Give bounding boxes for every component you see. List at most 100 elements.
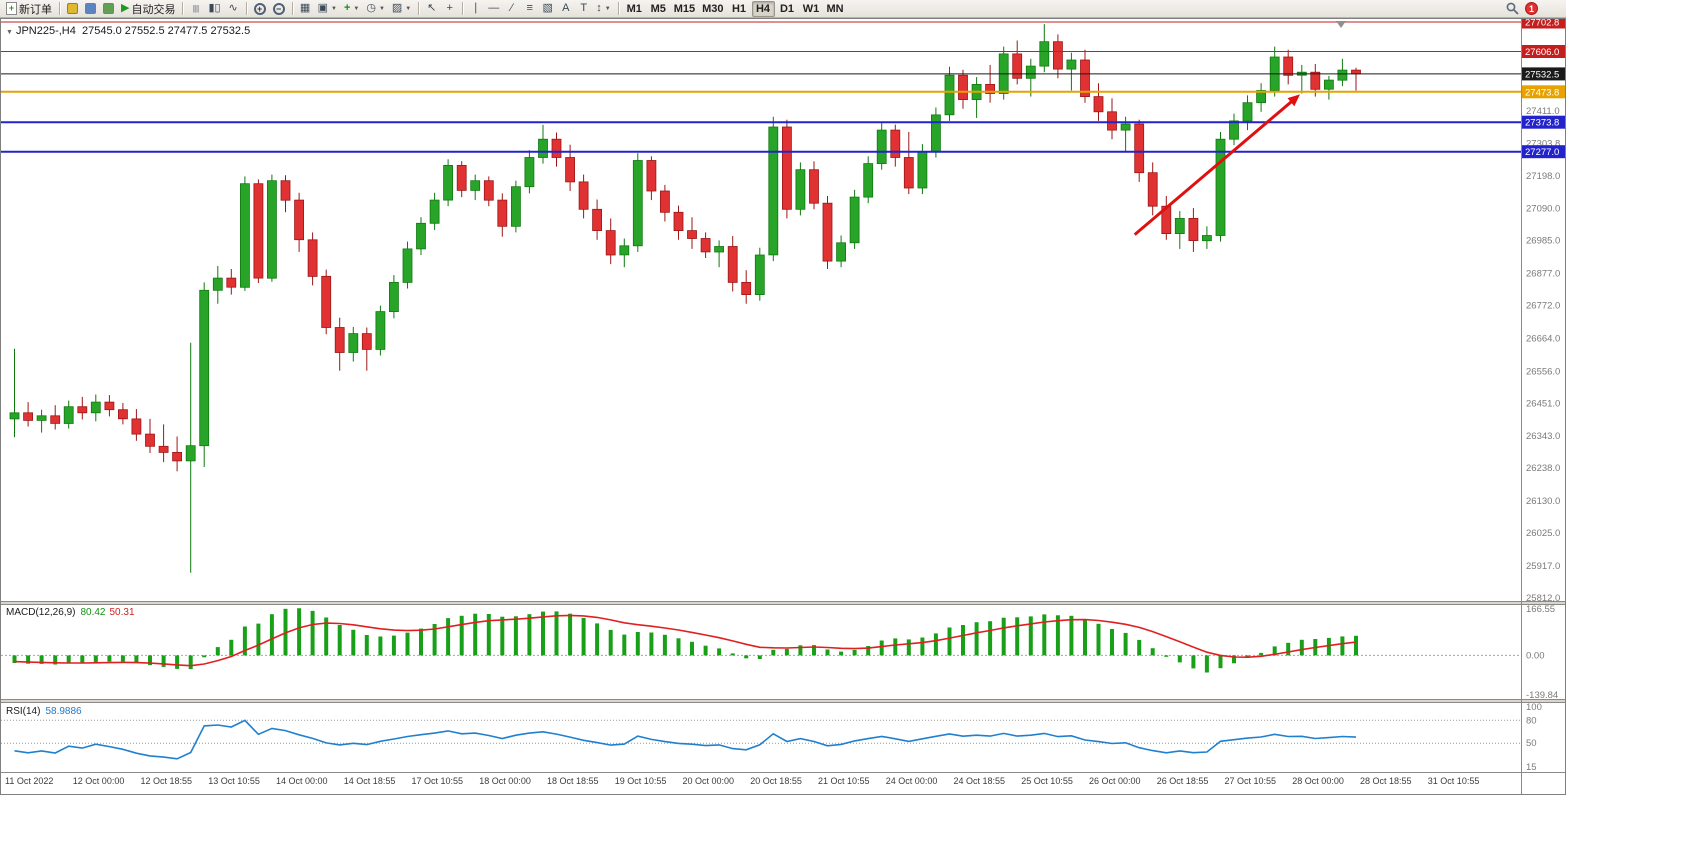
market-watch-button[interactable] (64, 1, 81, 17)
notifications-badge[interactable]: 1 (1525, 2, 1538, 15)
navigator-icon (85, 3, 96, 14)
candlestick-chart-button[interactable]: ▮▯ (205, 1, 223, 17)
timeframe-m30-button[interactable]: M30 (699, 1, 726, 17)
add-indicator-icon: + (343, 2, 351, 14)
svg-text:28 Oct 18:55: 28 Oct 18:55 (1360, 776, 1412, 786)
search-icon[interactable] (1506, 2, 1519, 15)
time-scale[interactable] (0, 772, 1521, 795)
svg-text:24 Oct 18:55: 24 Oct 18:55 (954, 776, 1006, 786)
timeframe-w1-button[interactable]: W1 (800, 1, 823, 17)
price-level-lines[interactable] (1, 21, 1521, 153)
text-icon: A (562, 2, 570, 14)
text-button[interactable]: A (557, 1, 574, 17)
svg-text:26556.0: 26556.0 (1526, 366, 1560, 377)
arrow-objects-button[interactable]: ↕ ▼ (593, 1, 613, 17)
timeframe-m1-button-label: M1 (626, 2, 642, 15)
bar-chart-button[interactable]: ||| (187, 1, 204, 17)
trendline-icon: ∕ (510, 2, 513, 14)
toolbar-separator (59, 2, 60, 15)
timeframe-w1-button-label: W1 (802, 2, 820, 15)
svg-text:27303.8: 27303.8 (1526, 139, 1560, 150)
svg-text:18 Oct 18:55: 18 Oct 18:55 (547, 776, 599, 786)
dropdown-caret-icon[interactable]: ▼ (378, 5, 385, 12)
toolbar-separator (182, 2, 184, 15)
timeframe-h4-button[interactable]: H4 (751, 0, 775, 17)
svg-text:14 Oct 18:55: 14 Oct 18:55 (344, 776, 396, 786)
svg-text:26451.0: 26451.0 (1526, 398, 1560, 409)
auto-trading-button-label: 自动交易 (131, 3, 176, 16)
svg-text:25 Oct 10:55: 25 Oct 10:55 (1021, 776, 1073, 786)
templates-button[interactable]: ▨ ▼ (389, 1, 414, 17)
add-indicator-button[interactable]: + ▼ (341, 1, 362, 17)
cursor-button[interactable]: ↖ (423, 1, 440, 17)
cascade-windows-button[interactable]: ▣ ▼ (315, 1, 340, 17)
rsi-indicator-label: RSI(14) 58.9886 (6, 706, 82, 717)
vertical-line-button[interactable]: ∣ (467, 1, 484, 17)
cursor-icon: ↖ (427, 2, 437, 14)
svg-text:25917.0: 25917.0 (1526, 561, 1560, 572)
chart-symbol-label[interactable]: ▼ JPN225-,H4 27545.0 27552.5 27477.5 2753… (6, 25, 250, 37)
svg-text:20 Oct 00:00: 20 Oct 00:00 (683, 776, 735, 786)
svg-text:12 Oct 00:00: 12 Oct 00:00 (73, 776, 125, 786)
panel-separator[interactable] (0, 601, 1566, 703)
timeframe-m30-button-label: M30 (702, 2, 724, 15)
dropdown-caret-icon[interactable]: ▼ (604, 5, 611, 12)
navigator-button[interactable] (82, 1, 99, 17)
svg-text:80: 80 (1526, 715, 1537, 726)
periods-button[interactable]: ◷ ▼ (363, 1, 388, 17)
chart-canvas[interactable]: 27411.0 27303.8 27198.0 27090.0 26985.0 26877… (0, 18, 1566, 795)
timeframe-h1-button-label: H1 (731, 2, 747, 15)
dropdown-caret-icon[interactable]: ▼ (330, 5, 337, 12)
fibonacci-button[interactable]: ≡ (521, 1, 538, 17)
toolbar: + 新订单 ▶ 自动交易 ||| ▮▯ ∿ + − ▦ ▣ ▼ + ▼ ◷ ▼ ▨ ▼ ↖ + ∣ ― ∕ ≡ ▧ A T ↕ ▼ M1 M… (0, 0, 1566, 18)
svg-text:12 Oct 18:55: 12 Oct 18:55 (141, 776, 193, 786)
svg-text:17 Oct 10:55: 17 Oct 10:55 (412, 776, 464, 786)
terminal-button[interactable] (100, 1, 117, 17)
svg-text:28 Oct 00:00: 28 Oct 00:00 (1292, 776, 1344, 786)
price-badge-27702.8 (1522, 18, 1566, 29)
svg-text:26877.0: 26877.0 (1526, 269, 1560, 280)
crosshair-button[interactable]: + (441, 1, 458, 17)
toolbar-separator (462, 2, 464, 15)
chart-shift-marker[interactable] (1336, 21, 1346, 28)
horizontal-line-button[interactable]: ― (485, 1, 502, 17)
chart-window: 27411.0 27303.8 27198.0 27090.0 26985.0 26877… (0, 18, 1566, 795)
price-scale[interactable] (1521, 18, 1566, 795)
macd-signal-value: 50.31 (109, 607, 135, 618)
timeframe-mn-button[interactable]: MN (824, 1, 847, 17)
svg-text:14 Oct 00:00: 14 Oct 00:00 (276, 776, 328, 786)
trend-arrow[interactable] (1133, 94, 1300, 236)
timeframe-m15-button[interactable]: M15 (671, 1, 698, 17)
timeframe-m1-button[interactable]: M1 (623, 1, 646, 17)
new-order-button-label: 新订单 (19, 3, 52, 16)
svg-text:26 Oct 00:00: 26 Oct 00:00 (1089, 776, 1141, 786)
svg-text:27411.0: 27411.0 (1526, 106, 1560, 117)
trendline-button[interactable]: ∕ (503, 1, 520, 17)
dropdown-caret-icon[interactable]: ▼ (405, 5, 412, 12)
new-order-button[interactable]: + 新订单 (3, 1, 55, 17)
timeframe-m5-button[interactable]: M5 (647, 1, 670, 17)
line-chart-button[interactable]: ∿ (225, 1, 242, 17)
svg-text:24 Oct 00:00: 24 Oct 00:00 (886, 776, 938, 786)
auto-trading-button[interactable]: ▶ 自动交易 (118, 1, 178, 17)
zoom-out-button[interactable]: − (270, 1, 288, 17)
shapes-button[interactable]: ▧ (539, 1, 556, 17)
rsi-value: 58.9886 (45, 706, 82, 717)
time-axis-labels: 11 Oct 2022 12 Oct 00:00 12 Oct 18:55 13 Oc… (5, 776, 1479, 786)
svg-text:26985.0: 26985.0 (1526, 236, 1560, 247)
svg-text:31 Oct 10:55: 31 Oct 10:55 (1428, 776, 1480, 786)
symbol-period-text: JPN225-,H4 (15, 25, 76, 37)
timeframe-h1-button[interactable]: H1 (728, 1, 751, 17)
dropdown-caret-icon[interactable]: ▼ (353, 5, 360, 12)
shapes-icon: ▧ (542, 2, 553, 14)
market-watch-icon (67, 3, 78, 14)
timeframe-d1-button-label: D1 (779, 2, 795, 15)
svg-text:27 Oct 10:55: 27 Oct 10:55 (1225, 776, 1277, 786)
svg-text:-139.84: -139.84 (1526, 690, 1558, 701)
timeframe-d1-button[interactable]: D1 (776, 1, 799, 17)
auto-trading-icon: ▶ (121, 2, 130, 14)
zoom-out-icon: − (272, 2, 285, 15)
tile-windows-button[interactable]: ▦ (297, 1, 314, 17)
text-label-button[interactable]: T (575, 1, 592, 17)
zoom-in-button[interactable]: + (251, 1, 269, 17)
